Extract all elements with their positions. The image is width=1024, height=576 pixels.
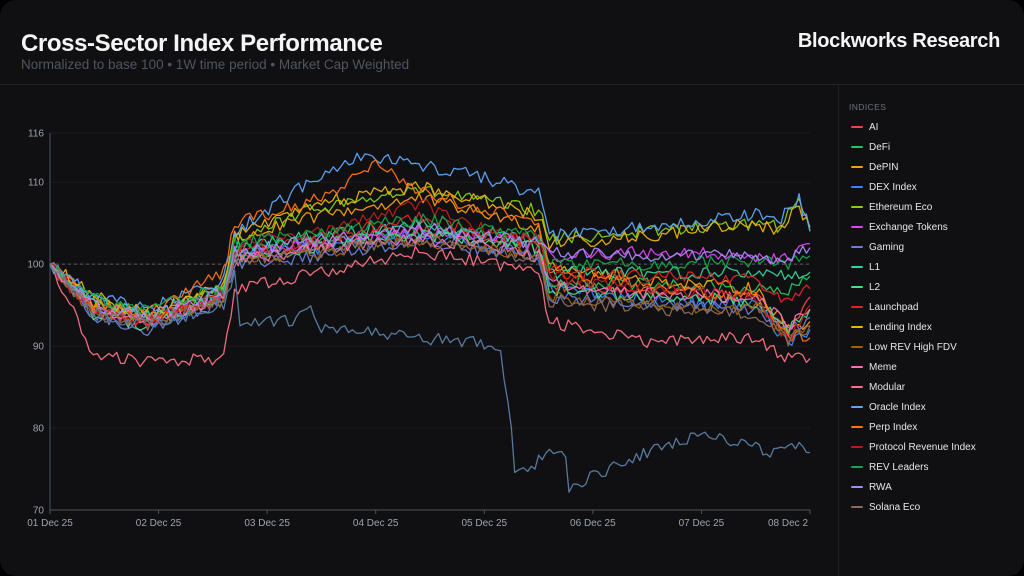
y-tick-label: 100: [27, 260, 44, 271]
x-tick-label: 03 Dec 25: [244, 518, 290, 529]
x-tick-label: 01 Dec 25: [27, 518, 73, 529]
legend-label: AI: [869, 121, 879, 133]
legend-item[interactable]: Meme: [851, 357, 976, 377]
legend-label: DePIN: [869, 161, 899, 173]
legend-item[interactable]: DeFi: [851, 137, 976, 157]
legend-swatch: [851, 346, 863, 348]
legend-panel: INDICES AI DeFi DePIN DEX Index Ethereum Eco…: [838, 85, 1024, 576]
chart-header: Cross-Sector Index Performance Normalize…: [0, 0, 1024, 85]
legend-item[interactable]: AI: [851, 117, 976, 137]
legend-label: DeFi: [869, 141, 891, 153]
legend-swatch: [851, 206, 863, 208]
chart-title: Cross-Sector Index Performance: [21, 30, 383, 57]
legend-label: REV Leaders: [869, 461, 929, 473]
legend-swatch: [851, 286, 863, 288]
legend-item[interactable]: Exchange Tokens: [851, 217, 976, 237]
legend-swatch: [851, 506, 863, 508]
legend-swatch: [851, 306, 863, 308]
legend-label: Perp Index: [869, 421, 918, 433]
legend-item[interactable]: Modular: [851, 377, 976, 397]
series-line-perp-index: [49, 159, 811, 342]
legend-item[interactable]: Low REV High FDV: [851, 337, 976, 357]
legend-item[interactable]: RWA: [851, 477, 976, 497]
legend-title: INDICES: [849, 102, 887, 112]
legend-swatch: [851, 186, 863, 188]
chart-subtitle: Normalized to base 100 • 1W time period …: [21, 57, 410, 72]
legend-list: AI DeFi DePIN DEX Index Ethereum Eco Exchange…: [851, 117, 976, 517]
legend-swatch: [851, 446, 863, 448]
legend-swatch: [851, 226, 863, 228]
legend-item[interactable]: L1: [851, 257, 976, 277]
y-tick-label: 80: [33, 424, 45, 435]
legend-swatch: [851, 486, 863, 488]
legend-label: Low REV High FDV: [869, 341, 957, 353]
line-chart: 70 80 90 100 110 116 01 Dec 25 02 Dec 25 03 Dec …: [27, 129, 811, 529]
series-line-l2: [49, 229, 811, 335]
y-tick-label: 116: [28, 129, 44, 140]
chart-area: 70 80 90 100 110 116 01 Dec 25 02 Dec 25 03 Dec …: [0, 85, 838, 576]
legend-label: Modular: [869, 381, 906, 393]
legend-label: Launchpad: [869, 301, 919, 313]
legend-swatch: [851, 166, 863, 168]
legend-swatch: [851, 406, 863, 408]
legend-item[interactable]: Gaming: [851, 237, 976, 257]
legend-label: Lending Index: [869, 321, 932, 333]
legend-swatch: [851, 426, 863, 428]
x-tick-label: 04 Dec 25: [353, 518, 399, 529]
series-group: [49, 152, 811, 493]
x-tick-label: 05 Dec 25: [461, 518, 507, 529]
legend-swatch: [851, 326, 863, 328]
legend-item[interactable]: Protocol Revenue Index: [851, 437, 976, 457]
legend-swatch: [851, 266, 863, 268]
legend-label: L1: [869, 261, 881, 273]
legend-label: L2: [869, 281, 881, 293]
legend-swatch: [851, 386, 863, 388]
brand-logo-text: Blockworks Research: [797, 30, 1000, 52]
series-line-modular: [49, 245, 811, 368]
legend-label: Exchange Tokens: [869, 221, 948, 233]
y-tick-label: 110: [28, 178, 44, 189]
legend-label: Meme: [869, 361, 897, 373]
y-tick-label: 90: [33, 342, 45, 353]
x-tick-label: 08 Dec 2: [768, 518, 808, 529]
legend-label: Solana Eco: [869, 501, 921, 513]
legend-item[interactable]: Oracle Index: [851, 397, 976, 417]
legend-item[interactable]: REV Leaders: [851, 457, 976, 477]
series-line-rev-leaders: [49, 213, 811, 313]
legend-label: Gaming: [869, 241, 905, 253]
legend-swatch: [851, 466, 863, 468]
x-tick-label: 07 Dec 25: [679, 518, 725, 529]
x-tick-label: 02 Dec 25: [136, 518, 182, 529]
legend-label: Oracle Index: [869, 401, 926, 413]
legend-swatch: [851, 366, 863, 368]
legend-label: Protocol Revenue Index: [869, 441, 976, 453]
legend-swatch: [851, 246, 863, 248]
legend-label: RWA: [869, 481, 892, 493]
legend-item[interactable]: Lending Index: [851, 317, 976, 337]
series-line-protocol-revenue-index: [49, 199, 811, 342]
legend-item[interactable]: DePIN: [851, 157, 976, 177]
legend-item[interactable]: DEX Index: [851, 177, 976, 197]
series-line-defi: [49, 228, 811, 319]
legend-item[interactable]: Ethereum Eco: [851, 197, 976, 217]
series-line-unlabeled: [49, 263, 811, 493]
legend-item[interactable]: Perp Index: [851, 417, 976, 437]
series-line-rwa: [49, 221, 811, 322]
legend-swatch: [851, 126, 863, 128]
legend-swatch: [851, 146, 863, 148]
legend-item[interactable]: L2: [851, 277, 976, 297]
x-tick-label: 06 Dec 25: [570, 518, 616, 529]
legend-label: DEX Index: [869, 181, 917, 193]
legend-label: Ethereum Eco: [869, 201, 933, 213]
legend-item[interactable]: Launchpad: [851, 297, 976, 317]
legend-item[interactable]: Solana Eco: [851, 497, 976, 517]
y-tick-label: 70: [33, 506, 45, 517]
